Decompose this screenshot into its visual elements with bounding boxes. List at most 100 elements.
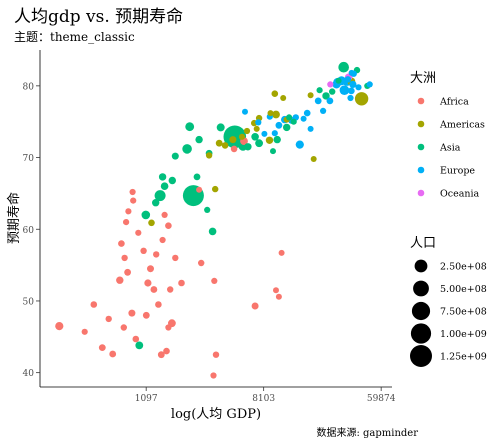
data-point-asia: [251, 133, 259, 141]
data-point-europe: [344, 76, 352, 83]
legend-label-africa: Africa: [439, 97, 469, 108]
legend-label-oceania: Oceania: [440, 189, 480, 200]
data-point-africa: [147, 265, 154, 273]
data-point-africa: [251, 302, 259, 310]
data-point-africa: [212, 351, 220, 358]
data-point-europe: [255, 119, 262, 126]
size-legend: 2.50e+08 5.00e+08 7.50e+08 1.00e+09 1.25e+09: [410, 259, 487, 367]
data-point-europe: [320, 107, 327, 114]
data-point-asia: [168, 176, 176, 185]
chart-caption: 数据来源: gapminder: [316, 426, 418, 439]
data-point-europe: [261, 130, 268, 137]
data-point-asia: [154, 190, 166, 202]
legend-key-asia: [417, 143, 425, 151]
data-point-asia: [195, 135, 203, 144]
data-point-europe: [349, 80, 357, 88]
data-point-europe: [314, 97, 322, 105]
data-point-africa: [165, 222, 172, 229]
data-point-asia: [152, 199, 160, 207]
data-point-africa: [153, 251, 160, 258]
legend-key-africa: [417, 97, 425, 105]
data-point-africa: [178, 279, 185, 287]
data-point-americas: [148, 219, 155, 227]
size-legend-label: 1.25e+09: [440, 352, 487, 363]
data-point-africa: [196, 186, 203, 193]
data-point-africa: [120, 324, 128, 331]
data-point-africa: [116, 276, 124, 284]
data-point-africa: [155, 301, 162, 308]
data-point-americas: [238, 133, 246, 140]
data-point-africa: [132, 335, 140, 343]
data-point-africa: [144, 279, 152, 287]
data-point-americas: [253, 125, 260, 132]
data-point-europe: [242, 108, 248, 115]
data-point-asia: [158, 173, 167, 181]
y-tick-label: 80: [23, 82, 35, 92]
data-point-asia: [182, 144, 192, 154]
x-axis-title: log(人均 GDP): [171, 407, 261, 422]
size-legend-key: [413, 280, 429, 297]
data-point-europe: [347, 94, 354, 102]
data-point-asia: [185, 122, 195, 132]
size-legend-key: [410, 323, 432, 344]
data-point-asia: [208, 227, 217, 236]
data-point-africa: [198, 259, 205, 267]
data-point-asia: [286, 114, 293, 121]
data-point-africa: [167, 286, 174, 293]
data-point-asia: [141, 210, 151, 220]
data-point-europe: [339, 85, 350, 95]
data-point-oceania: [327, 81, 334, 88]
data-point-africa: [165, 324, 172, 331]
y-tick-label: 50: [23, 297, 35, 307]
data-point-asia: [273, 135, 281, 144]
data-point-africa: [275, 293, 282, 300]
size-legend-label: 5.00e+08: [440, 284, 487, 295]
data-point-africa: [123, 219, 130, 226]
data-point-africa: [159, 236, 166, 244]
data-point-asia: [283, 123, 291, 132]
size-legend-label: 1.00e+09: [440, 329, 487, 340]
data-point-africa: [125, 208, 132, 215]
x-tick-label: 8103: [252, 394, 275, 404]
data-point-americas: [212, 185, 219, 193]
data-point-africa: [90, 301, 98, 308]
data-point-asia: [316, 87, 323, 94]
data-point-americas: [205, 152, 213, 159]
y-tick-label: 40: [23, 369, 35, 379]
size-legend-title: 人口: [410, 236, 436, 251]
data-point-africa: [109, 350, 117, 358]
data-point-africa: [230, 145, 238, 153]
data-point-asia: [160, 182, 169, 190]
legend-label-europe: Europe: [440, 166, 475, 177]
size-legend-key: [410, 345, 432, 367]
data-points: [55, 61, 373, 379]
chart-subtitle: 主题：theme_classic: [14, 30, 135, 44]
chart-title: 人均gdp vs. 预期寿命: [14, 7, 183, 27]
data-point-asia: [193, 173, 201, 181]
data-point-africa: [278, 249, 285, 256]
data-point-africa: [105, 315, 112, 323]
data-point-europe: [326, 97, 334, 105]
color-legend: Africa Americas Asia Europe Oceania: [417, 97, 485, 200]
data-point-africa: [135, 229, 142, 236]
data-point-europe: [300, 115, 307, 122]
data-point-asia: [270, 148, 276, 155]
y-tick-label: 60: [23, 226, 35, 236]
data-point-africa: [118, 240, 125, 247]
data-point-africa: [210, 372, 217, 379]
data-point-europe: [271, 130, 278, 137]
data-point-europe: [303, 109, 311, 117]
data-point-europe: [366, 81, 373, 88]
y-axis-title: 预期寿命: [6, 192, 22, 244]
data-point-americas: [307, 92, 314, 99]
size-legend-label: 2.50e+08: [440, 262, 487, 273]
data-point-africa: [121, 254, 128, 262]
data-point-asia: [335, 77, 342, 84]
x-tick-label: 59874: [367, 394, 396, 404]
data-point-asia: [329, 88, 336, 95]
data-point-europe: [275, 121, 283, 129]
data-point-asia: [216, 123, 225, 132]
color-legend-title: 大洲: [410, 71, 436, 86]
data-point-americas: [271, 90, 279, 97]
